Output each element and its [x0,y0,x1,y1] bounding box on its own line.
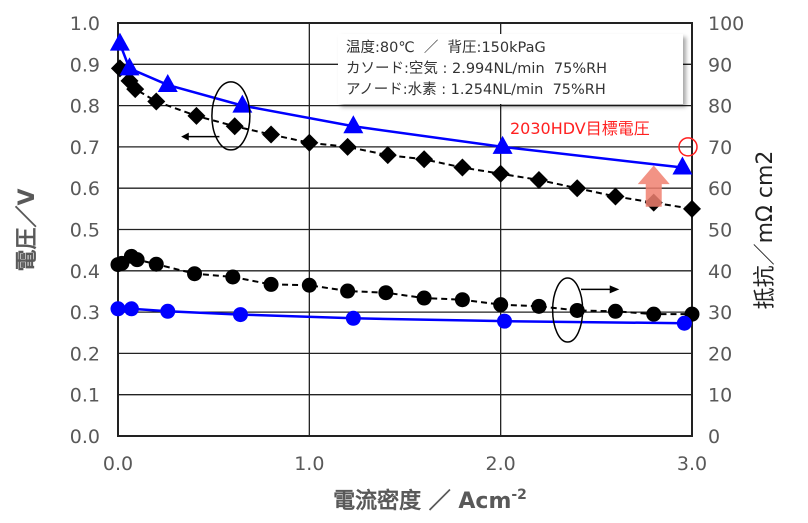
circle-marker [340,283,356,299]
diamond-marker [300,133,319,152]
circle-marker [676,315,692,331]
diamond-marker [262,125,281,144]
circle-marker [496,313,512,329]
circle-marker [607,303,623,319]
diamond-marker [126,80,145,99]
x-tick-label: 2.0 [486,453,516,475]
circle-marker [225,269,241,285]
y-tick-label: 0.8 [70,96,100,118]
ellipse-resistance [551,277,584,343]
series-line-3 [118,307,685,325]
y-tick-label: 0.3 [70,302,100,324]
circle-marker [129,252,145,268]
ellipse-voltage [211,81,251,151]
diamond-marker [529,170,548,189]
circle-marker [454,292,470,308]
diamond-marker [147,92,166,111]
circle-marker [646,306,662,322]
circle-marker [187,266,203,282]
y-tick-label: 0.0 [70,426,100,448]
y2-tick-label: 10 [708,385,732,407]
diamond-marker [378,146,397,165]
circle-marker [416,290,432,306]
y2-tick-label: 40 [708,261,732,283]
y2-tick-label: 90 [708,54,732,76]
circle-marker [232,307,248,323]
triangle-marker [232,94,253,113]
circle-marker [345,310,361,326]
triangle-marker [157,73,178,92]
diamond-marker [683,199,701,218]
diamond-marker [415,150,434,169]
condition-line: 温度:80℃ ／ 背圧:150kPaG [346,40,546,56]
circle-marker [301,277,317,293]
y-tick-label: 0.1 [70,385,100,407]
x-tick-label: 0.0 [103,453,133,475]
condition-line: アノード:水素 : 1.254NL/min 75%RH [346,82,606,98]
y2-tick-label: 100 [708,13,744,35]
y2-tick-label: 20 [708,343,732,365]
diamond-marker [568,179,587,198]
x-axis-title-main: 電流密度 ／ Acm [333,488,511,514]
condition-line: カソード:空気 : 2.994NL/min 75%RH [346,61,608,77]
plot-frame [117,22,693,437]
y-axis-title: 電圧／V [15,188,40,271]
series-line-2 [117,255,692,316]
target-voltage-label: 2030HDV目標電圧 [510,119,650,138]
circle-marker [123,301,139,317]
y-tick-label: 0.2 [70,343,100,365]
y2-axis-title: 抵抗／mΩ cm2 [753,151,778,310]
y-tick-label: 0.7 [70,137,100,159]
y-tick-label: 0.9 [70,54,100,76]
ticks: 0.00.10.20.30.40.50.60.70.80.91.00102030… [70,13,744,475]
y2-tick-label: 30 [708,302,732,324]
x-tick-label: 1.0 [294,453,324,475]
arrow-right-icon [609,285,620,294]
y2-tick-label: 80 [708,96,732,118]
y2-tick-label: 60 [708,178,732,200]
diamond-marker [338,137,357,156]
y-tick-label: 0.5 [70,220,100,242]
triangle-marker [672,156,693,175]
arrow-left-icon [181,132,189,141]
triangle-marker [119,57,140,76]
y-tick-label: 0.4 [70,261,100,283]
circle-marker [110,301,126,317]
diamond-marker [225,117,244,136]
improvement-arrow-icon [637,165,670,207]
circle-marker [148,256,164,272]
grid [117,22,693,437]
circle-marker [378,285,394,301]
circle-marker [263,276,279,292]
triangle-marker [109,32,130,51]
conditions-box: 温度:80℃ ／ 背圧:150kPaG カソード:空気 : 2.994NL/min… [338,34,683,104]
circle-marker [569,302,585,318]
diamond-marker [453,158,472,177]
y-tick-label: 1.0 [70,13,100,35]
series-layer [109,32,701,331]
diamond-marker [606,187,625,206]
y2-tick-label: 70 [708,137,732,159]
y-tick-label: 0.6 [70,178,100,200]
circle-marker [160,303,176,319]
diamond-marker [491,164,510,183]
circle-marker [493,297,509,313]
triangle-marker [492,135,513,154]
diamond-marker [187,106,206,125]
x-axis-title-sup: -2 [511,487,527,503]
x-axis-title: 電流密度 ／ Acm-2 [333,487,527,514]
triangle-marker [343,115,364,134]
annotations [181,81,698,343]
x-tick-label: 3.0 [677,453,707,475]
y2-tick-label: 0 [708,426,720,448]
y2-tick-label: 50 [708,220,732,242]
circle-marker [531,298,547,314]
target-circle [678,137,698,157]
